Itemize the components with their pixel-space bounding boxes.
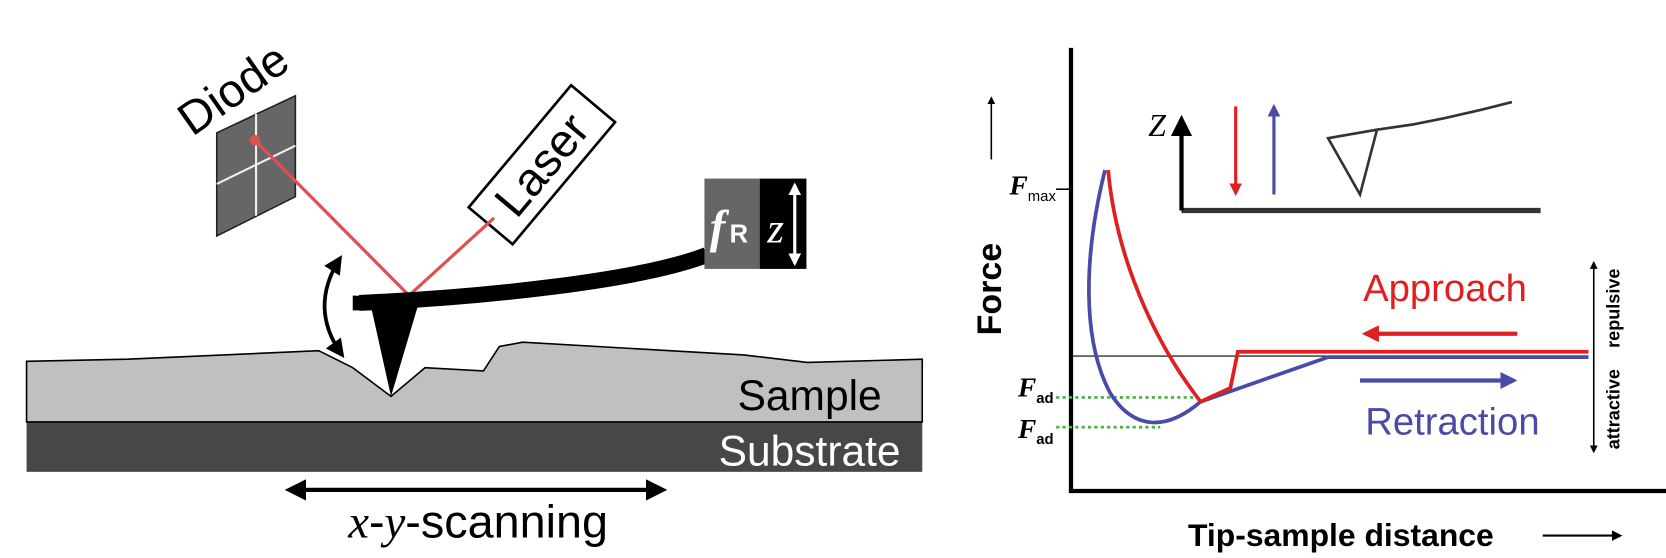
f-max-subscript: max: [1028, 189, 1057, 205]
substrate-label: Substrate: [719, 428, 901, 475]
f-ad-subscript: ad: [1036, 432, 1053, 448]
f-ad-approach-label: Fad: [1017, 371, 1054, 406]
scanning-x: x: [347, 497, 369, 549]
z-label: z: [766, 205, 784, 252]
force-curve: Force Tip-sample distance Fmax Fad Fad A…: [971, 47, 1666, 553]
scanning-dash: -: [369, 496, 385, 548]
f-ad-retraction-label: Fad: [1017, 413, 1054, 448]
substrate: [26, 421, 923, 472]
tip: [352, 295, 420, 397]
inset: Z: [1148, 100, 1541, 214]
approach-label: Approach: [1363, 267, 1527, 310]
diode: [215, 94, 297, 238]
laser-box: [466, 83, 617, 247]
approach-curve: [1106, 169, 1589, 405]
sample-label: Sample: [738, 373, 882, 420]
scanning-y: y: [381, 497, 406, 549]
cantilever: [358, 247, 710, 311]
inset-z-label: Z: [1148, 108, 1166, 143]
frequency-box: [704, 178, 760, 269]
x-axis-label: Tip-sample distance: [1188, 517, 1494, 553]
attractive-label: attractive: [1603, 369, 1623, 449]
f-ad-symbol: F: [1017, 371, 1036, 402]
f-max-symbol: F: [1008, 170, 1027, 201]
f-ad-symbol: F: [1017, 413, 1036, 444]
bend-arrow: [322, 255, 345, 358]
f-ad-subscript: ad: [1036, 391, 1053, 407]
f-max-label: Fmax: [1008, 170, 1056, 205]
frequency-subscript: R: [730, 220, 748, 248]
inset-cantilever: [1326, 100, 1513, 199]
scanning-rest: -scanning: [405, 496, 608, 548]
repulsive-label: repulsive: [1603, 269, 1623, 348]
retraction-curve: [1087, 169, 1589, 425]
y-axis-label: Force: [971, 243, 1009, 336]
frequency-symbol: f: [710, 201, 730, 253]
retraction-label: Retraction: [1365, 401, 1539, 444]
diode-divider: [216, 144, 296, 185]
scanning-label: x-y-scanning: [347, 496, 608, 549]
